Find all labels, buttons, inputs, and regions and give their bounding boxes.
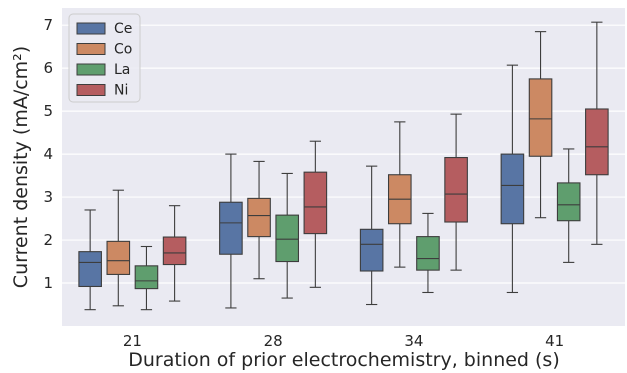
legend-swatch — [76, 22, 106, 35]
box — [500, 153, 525, 225]
series-ni — [162, 21, 609, 302]
box — [78, 251, 102, 288]
legend-swatch — [76, 43, 106, 55]
box — [556, 182, 581, 222]
legend: Ce Co La Ni — [68, 13, 141, 103]
series-ce — [78, 64, 525, 311]
box — [219, 201, 243, 255]
legend-label: Ni — [114, 83, 128, 99]
box — [134, 265, 159, 290]
y-tick-label: 3 — [43, 188, 53, 206]
box — [275, 214, 300, 263]
x-tick-label: 28 — [264, 332, 283, 350]
series-la — [134, 148, 581, 311]
box — [247, 197, 271, 238]
x-axis-label: Duration of prior electrochemistry, binn… — [128, 349, 560, 371]
legend-swatch — [76, 63, 106, 76]
box — [585, 108, 609, 176]
y-tick-label: 6 — [43, 59, 53, 77]
box — [416, 236, 440, 271]
y-tick-label: 2 — [43, 231, 53, 249]
x-tick-label: 41 — [545, 332, 564, 350]
y-axis-ticks: 1 2 3 4 5 6 7 — [43, 16, 53, 292]
legend-label: La — [114, 62, 130, 78]
box — [162, 236, 187, 266]
y-tick-label: 5 — [43, 102, 53, 120]
y-tick-label: 1 — [43, 274, 53, 292]
y-tick-label: 4 — [43, 145, 53, 163]
series-co — [106, 31, 553, 307]
box — [359, 228, 384, 272]
box — [528, 78, 553, 157]
legend-label: Co — [114, 42, 132, 58]
x-axis-ticks: 21 28 34 41 — [123, 332, 564, 350]
legend-frame — [68, 13, 141, 103]
y-tick-label: 7 — [43, 16, 53, 34]
box-series-group — [78, 21, 609, 311]
box — [444, 156, 468, 223]
x-tick-label: 34 — [404, 332, 423, 350]
box — [106, 240, 131, 275]
legend-label: Ce — [114, 21, 132, 37]
legend-swatch — [76, 84, 106, 96]
x-tick-label: 21 — [123, 332, 142, 350]
box — [303, 171, 328, 235]
y-axis-label: Current density (mA/cm²) — [10, 46, 32, 288]
